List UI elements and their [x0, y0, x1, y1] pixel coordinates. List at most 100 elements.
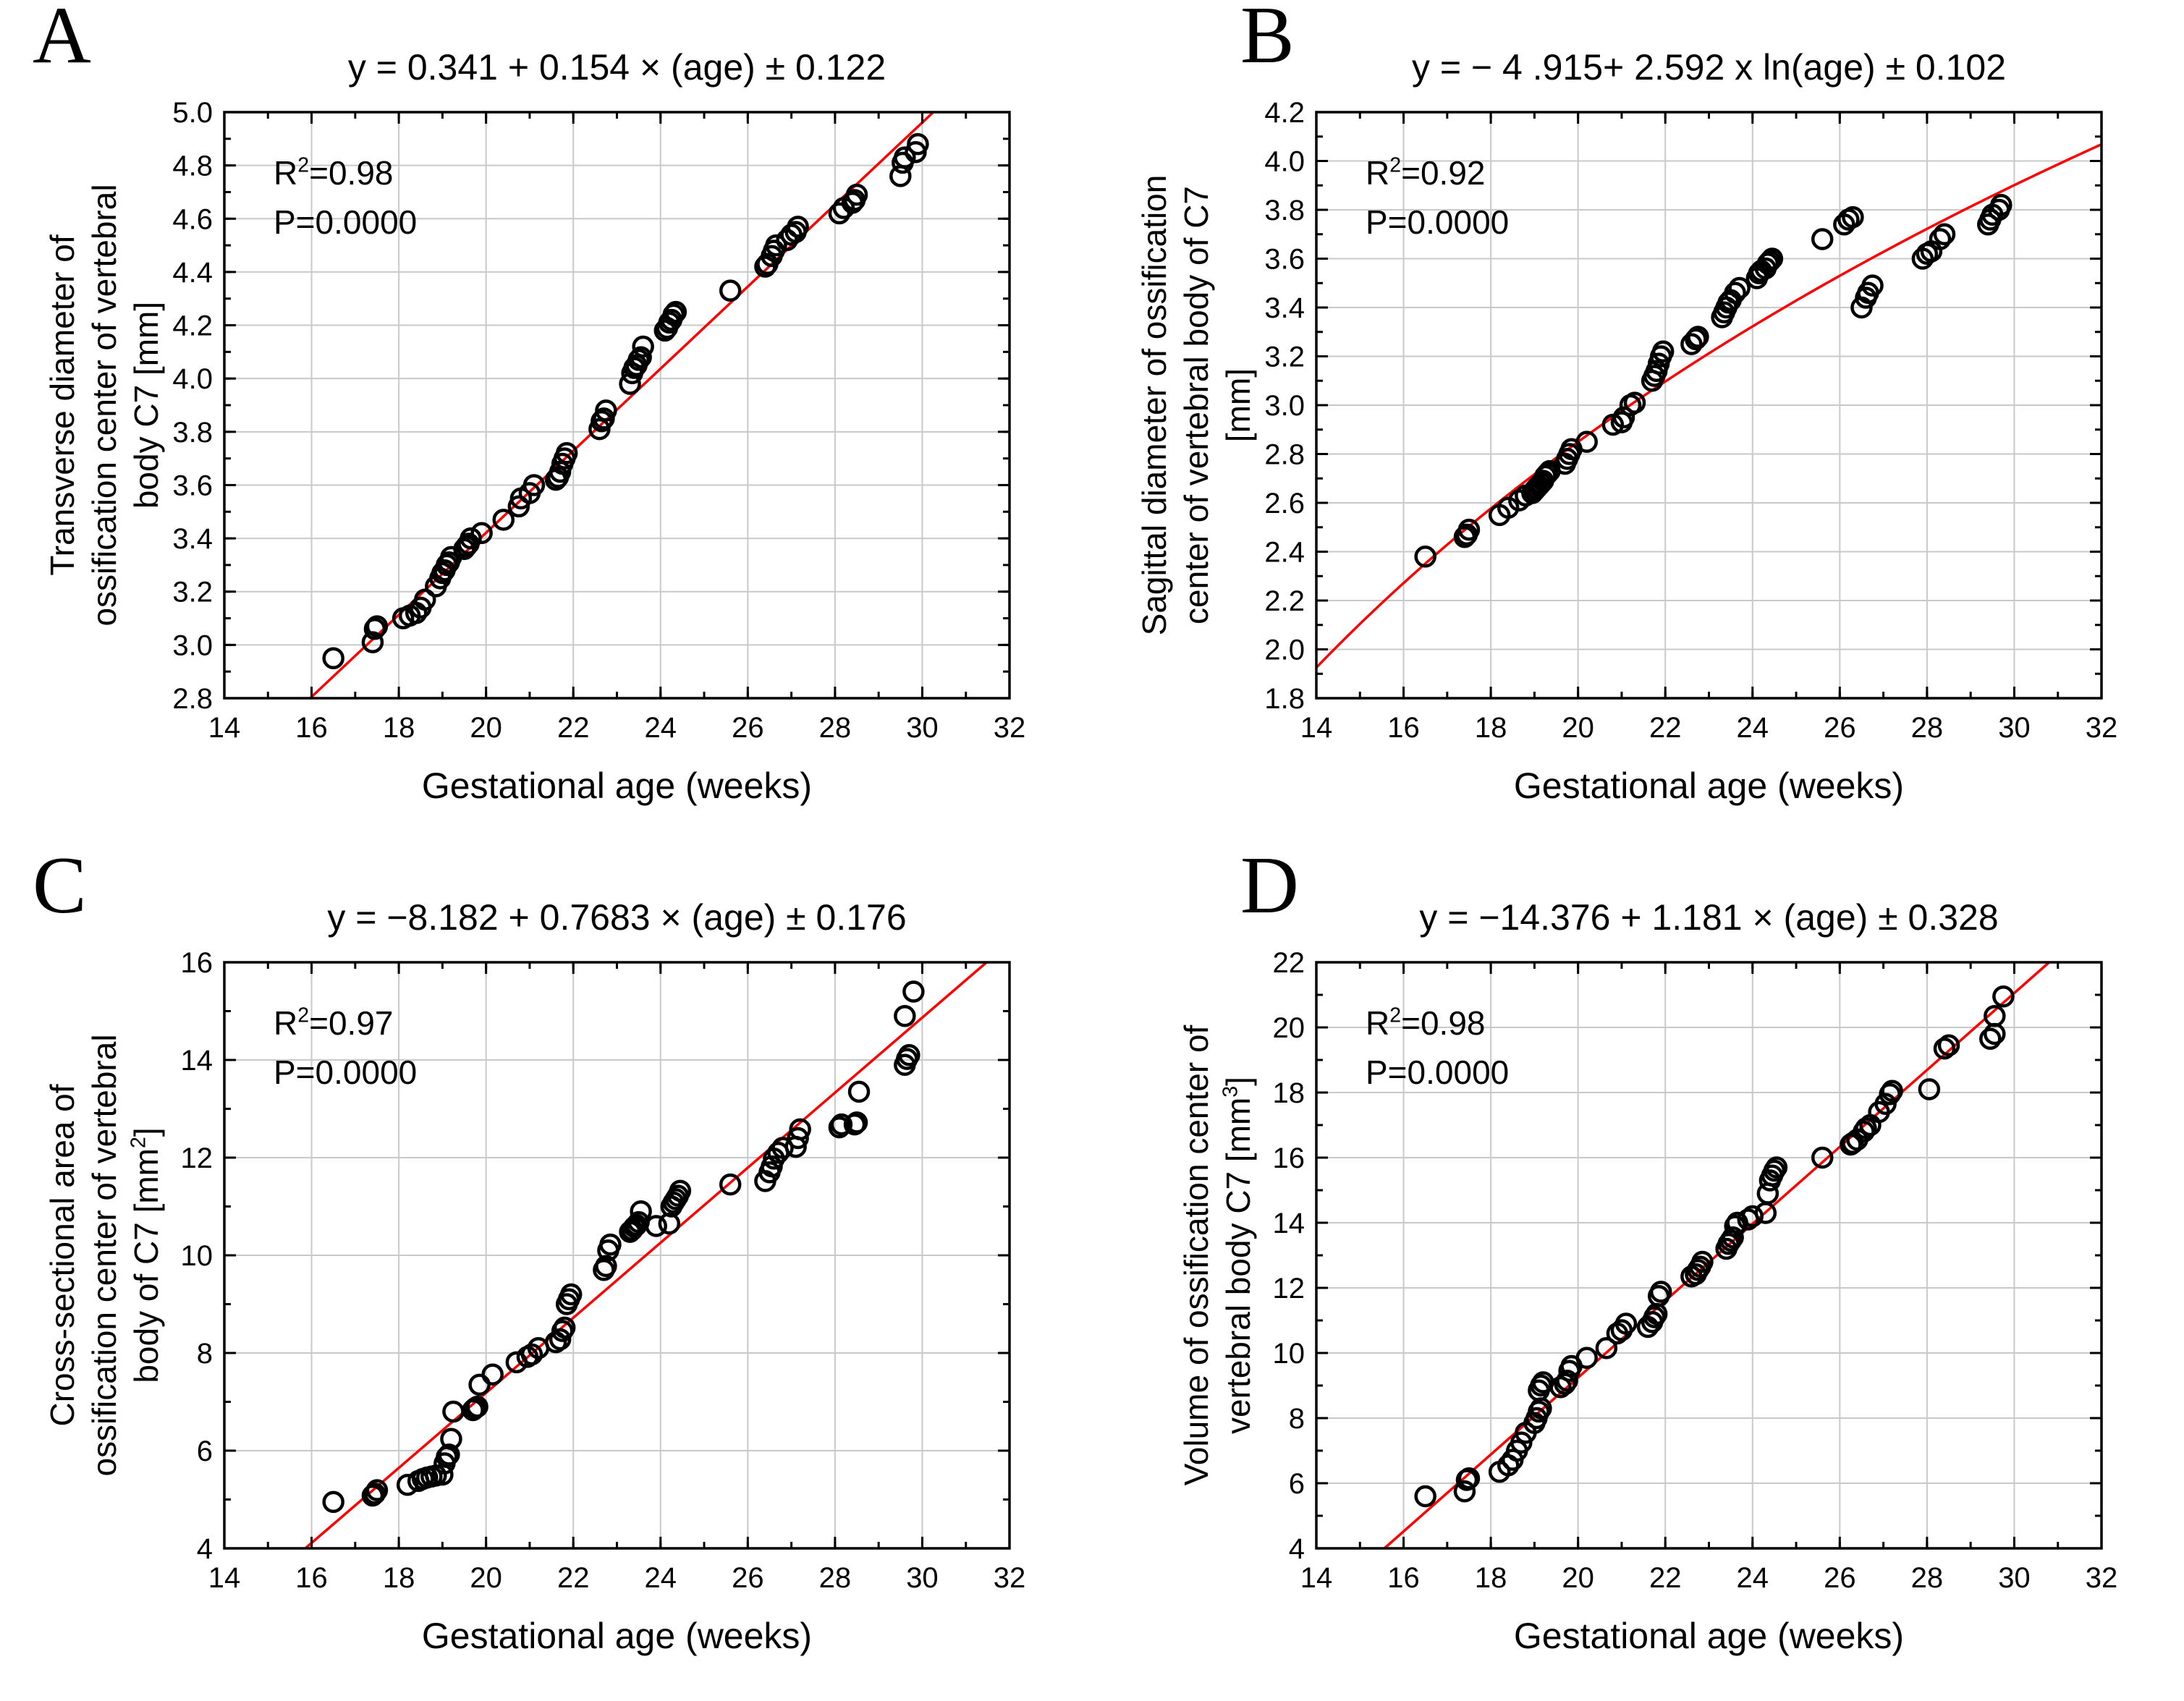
y-axis-title-line: body C7 [mm]: [127, 302, 165, 509]
panel-letter-B: B: [1240, 0, 1295, 80]
svg-text:14: 14: [181, 1045, 213, 1077]
equation-title: y = −14.376 + 1.181 × (age) ± 0.328: [1419, 897, 1998, 938]
panel-D: D 14 16 18 20 22 24 26 28 30 32 4 6 8 10 12 14 16 18 20 22 y…: [1092, 850, 2184, 1701]
panel-letter-C: C: [33, 850, 87, 930]
tick-labels: 14 16 18 20 22 24 26 28 30 32 1.8 2.0 2.2 2.4 2.6 2.8 3.…: [1264, 97, 2117, 744]
svg-text:26: 26: [1824, 712, 1856, 744]
y-axis-title-line: ossification center of vertebral: [85, 1034, 123, 1476]
svg-text:14: 14: [1300, 712, 1333, 744]
svg-text:28: 28: [819, 1562, 852, 1594]
svg-text:16: 16: [1273, 1142, 1305, 1174]
p-value-annotation: P=0.0000: [274, 1053, 417, 1091]
svg-text:4.2: 4.2: [172, 310, 213, 342]
svg-text:6: 6: [197, 1435, 213, 1467]
regression-line: [304, 961, 988, 1550]
y-axis-title-line: center of vertebral body of C7: [1177, 186, 1215, 624]
svg-text:14: 14: [1300, 1562, 1333, 1594]
panel-B: B 14 16 18 20 22 24 26 28 30 32 1.8 2.0 2.2 2.4 2.6 2.8…: [1092, 0, 2184, 850]
svg-text:2.6: 2.6: [1264, 488, 1305, 519]
axis-ticks: [1315, 111, 2103, 700]
svg-text:22: 22: [1273, 947, 1305, 979]
scatter-chart-sagittal-diameter: 14 16 18 20 22 24 26 28 30 32 1.8 2.0 2.2 2.4 2.6 2.8 3.…: [1135, 47, 2117, 806]
svg-text:24: 24: [1737, 712, 1769, 744]
svg-text:32: 32: [2086, 712, 2118, 744]
svg-text:28: 28: [1911, 712, 1944, 744]
svg-text:20: 20: [470, 712, 502, 744]
svg-text:3.6: 3.6: [172, 470, 213, 501]
svg-text:12: 12: [181, 1142, 213, 1174]
svg-text:32: 32: [994, 712, 1026, 744]
svg-text:4.0: 4.0: [172, 363, 213, 395]
svg-text:6: 6: [1289, 1468, 1305, 1500]
equation-title: y = − 4 .915+ 2.592 x ln(age) ± 0.102: [1412, 47, 2006, 88]
y-axis-title-line: body of C7 [mm2]: [127, 1127, 165, 1383]
svg-text:22: 22: [557, 1562, 590, 1594]
svg-text:3.8: 3.8: [172, 417, 213, 449]
svg-text:3.0: 3.0: [1264, 390, 1305, 422]
r-squared-annotation: R2=0.97: [274, 1004, 394, 1042]
r-squared-annotation: R2=0.92: [1366, 154, 1486, 192]
svg-text:18: 18: [383, 712, 415, 744]
svg-text:1.8: 1.8: [1264, 683, 1305, 715]
svg-text:28: 28: [1911, 1562, 1944, 1594]
svg-text:3.2: 3.2: [172, 577, 213, 608]
svg-text:2.2: 2.2: [1264, 585, 1305, 617]
svg-text:10: 10: [181, 1240, 213, 1272]
scatter-chart-volume: 14 16 18 20 22 24 26 28 30 32 4 6 8 10 12 14 16 18 20 22 y =…: [1177, 897, 2118, 1656]
svg-text:18: 18: [1475, 1562, 1507, 1594]
svg-text:20: 20: [1562, 1562, 1594, 1594]
y-axis-title-line: ossification center of vertebral: [85, 184, 123, 626]
svg-text:30: 30: [1998, 712, 2031, 744]
svg-text:4: 4: [197, 1533, 213, 1565]
svg-text:14: 14: [208, 1562, 241, 1594]
panel-letter-A: A: [33, 0, 91, 80]
svg-text:22: 22: [1649, 1562, 1682, 1594]
svg-text:32: 32: [2086, 1562, 2118, 1594]
x-axis-title: Gestational age (weeks): [422, 765, 812, 806]
equation-title: y = 0.341 + 0.154 × (age) ± 0.122: [348, 47, 886, 88]
svg-text:3.2: 3.2: [1264, 342, 1305, 373]
svg-text:12: 12: [1273, 1273, 1305, 1305]
r-squared-annotation: R2=0.98: [1366, 1004, 1486, 1042]
data-points: [1414, 985, 2015, 1508]
data-points: [322, 980, 925, 1514]
svg-text:18: 18: [1475, 712, 1507, 744]
svg-text:22: 22: [557, 712, 590, 744]
svg-text:18: 18: [383, 1562, 415, 1594]
svg-text:4.6: 4.6: [172, 203, 213, 235]
svg-text:3.6: 3.6: [1264, 244, 1305, 276]
axis-ticks: [223, 111, 1011, 700]
svg-text:30: 30: [906, 1562, 939, 1594]
tick-labels: 14 16 18 20 22 24 26 28 30 32 4 6 8 10 12 14 16: [181, 947, 1026, 1594]
panel-A: A 14 16 18 20 22 24 26 28 30 32 2.8 3.0 3.2 3.4 3.6 3.8…: [0, 0, 1092, 850]
svg-text:2.8: 2.8: [172, 683, 213, 715]
scatter-chart-transverse-diameter: 14 16 18 20 22 24 26 28 30 32 2.8 3.0 3.2 3.4 3.6 3.8 4.…: [43, 47, 1026, 806]
svg-text:8: 8: [197, 1338, 213, 1370]
svg-text:4.8: 4.8: [172, 150, 213, 182]
r-squared-annotation: R2=0.98: [274, 154, 394, 192]
svg-text:28: 28: [819, 712, 852, 744]
svg-text:2.0: 2.0: [1264, 635, 1305, 666]
gridlines: [1316, 112, 2102, 698]
svg-text:26: 26: [732, 1562, 764, 1594]
tick-labels: 14 16 18 20 22 24 26 28 30 32 4 6 8 10 12 14 16 18 20 22: [1273, 947, 2118, 1594]
svg-text:3.0: 3.0: [172, 629, 213, 661]
data-points: [322, 132, 929, 670]
y-axis-title-line: Cross-sectional area of: [43, 1084, 81, 1426]
gridlines: [224, 112, 1010, 698]
panel-letter-D: D: [1240, 850, 1299, 930]
svg-text:16: 16: [181, 947, 213, 979]
p-value-annotation: P=0.0000: [274, 203, 417, 241]
svg-text:3.4: 3.4: [1264, 292, 1305, 324]
svg-text:16: 16: [295, 712, 328, 744]
y-axis-title-line: Transverse diameter of: [43, 234, 81, 575]
y-axis-title-line: Sagittal diameter of ossification: [1135, 175, 1173, 636]
svg-text:20: 20: [470, 1562, 502, 1594]
gridlines: [1316, 962, 2102, 1548]
svg-text:26: 26: [732, 712, 764, 744]
svg-text:30: 30: [906, 712, 939, 744]
svg-text:8: 8: [1289, 1403, 1305, 1435]
regression-line: [1383, 961, 2050, 1550]
svg-text:10: 10: [1273, 1338, 1305, 1370]
